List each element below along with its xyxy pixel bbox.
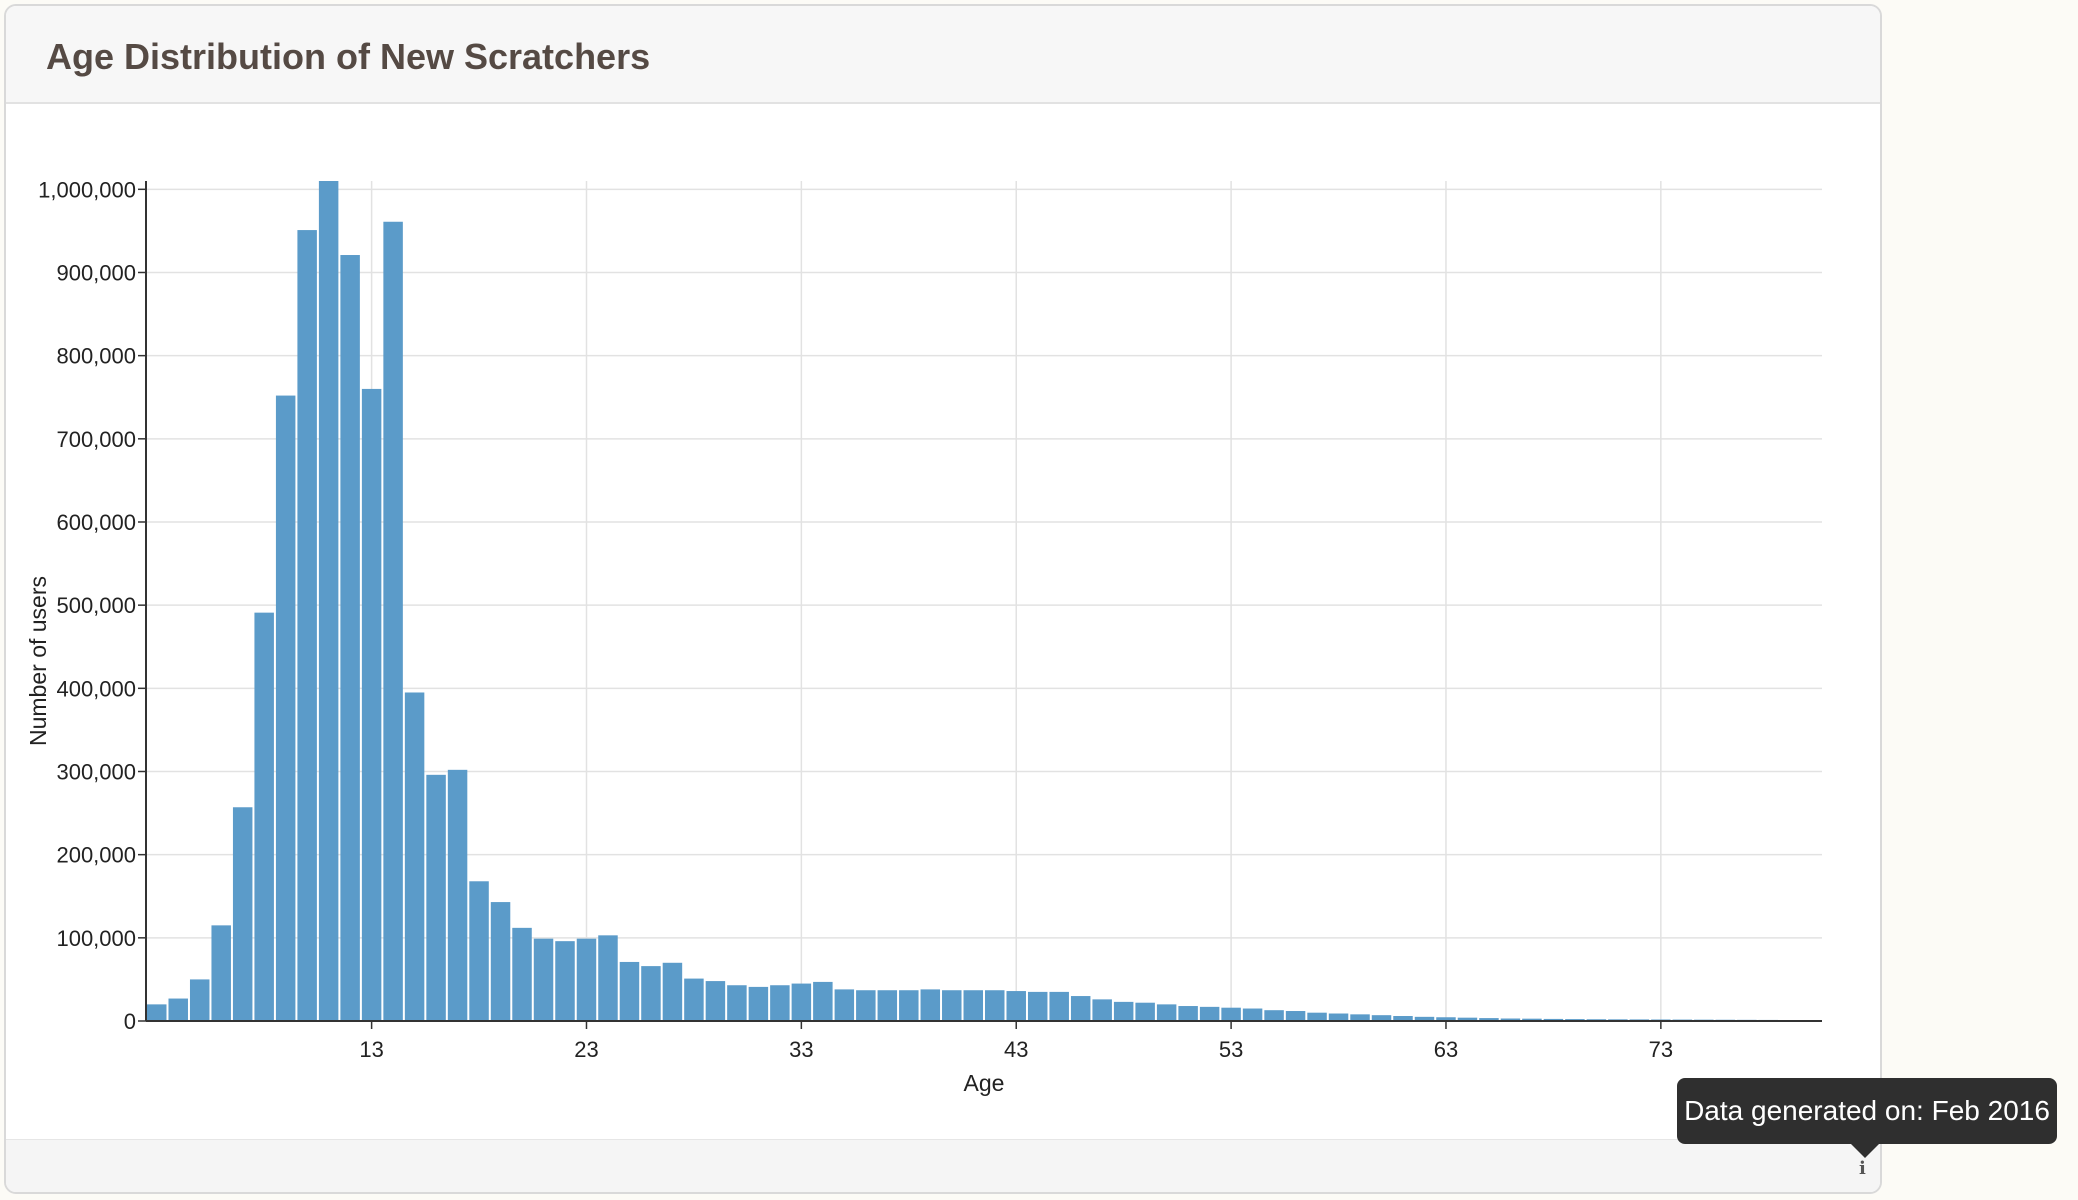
bar (813, 981, 833, 1021)
bar (1113, 1001, 1134, 1021)
bar (856, 990, 876, 1021)
x-tick-label: 73 (1649, 1037, 1673, 1062)
bar (684, 978, 704, 1021)
bar (963, 990, 983, 1021)
y-tick-label: 1,000,000 (38, 177, 136, 202)
bar (555, 941, 575, 1021)
bar (1307, 1012, 1327, 1021)
y-tick-label: 300,000 (56, 759, 136, 784)
bar (598, 935, 618, 1021)
bar (1371, 1015, 1392, 1021)
age-distribution-chart: 0 100,000 200,000 300,000 400,000 500,000 600,… (25, 177, 1822, 1096)
bar (297, 230, 317, 1021)
bar (1178, 1006, 1198, 1021)
bar (834, 989, 855, 1021)
y-tick-label: 0 (124, 1009, 136, 1034)
bar (1285, 1011, 1306, 1021)
data-date-tooltip: Data generated on: Feb 2016 (1677, 1078, 2057, 1144)
bar (1092, 999, 1112, 1021)
bar (1479, 1018, 1499, 1021)
bar (619, 961, 640, 1021)
y-tick-label: 400,000 (56, 676, 136, 701)
bar (662, 962, 683, 1021)
bar (1006, 991, 1026, 1021)
x-tick-label: 43 (1004, 1037, 1028, 1062)
bar (1500, 1018, 1521, 1021)
bar (533, 938, 554, 1021)
bar (1156, 1004, 1177, 1021)
bar (899, 990, 919, 1021)
y-tick-label: 500,000 (56, 593, 136, 618)
tooltip-arrow (1851, 1144, 1879, 1158)
bar (770, 985, 790, 1021)
bar (1199, 1006, 1220, 1021)
bar (512, 927, 532, 1021)
x-tick-label: 33 (789, 1037, 813, 1062)
x-axis-label: Age (964, 1070, 1005, 1096)
bar (1414, 1016, 1435, 1021)
bar (404, 692, 425, 1021)
bar (1436, 1017, 1456, 1021)
bar (1242, 1008, 1263, 1021)
bar (942, 990, 962, 1021)
bar (426, 774, 446, 1021)
bar (275, 395, 296, 1022)
bar (791, 983, 812, 1021)
bar (727, 985, 747, 1021)
bar (576, 938, 597, 1021)
bar (985, 990, 1005, 1021)
bar (1070, 996, 1091, 1021)
bar (318, 181, 339, 1021)
y-tick-label: 700,000 (56, 427, 136, 452)
x-tick-label: 13 (359, 1037, 383, 1062)
panel-footer (6, 1139, 1880, 1192)
bar (254, 612, 274, 1021)
bar (383, 221, 403, 1022)
bar (920, 989, 941, 1021)
bar (1135, 1002, 1155, 1021)
y-tick-label: 800,000 (56, 344, 136, 369)
bar (469, 881, 489, 1021)
panel-title: Age Distribution of New Scratchers (46, 36, 651, 77)
x-tick-label: 23 (574, 1037, 598, 1062)
y-tick-label: 100,000 (56, 926, 136, 951)
bar (705, 981, 726, 1021)
bar (361, 388, 382, 1022)
bar (340, 255, 360, 1022)
bar (641, 966, 661, 1021)
x-tick-label: 53 (1219, 1037, 1243, 1062)
bar (748, 986, 769, 1021)
bar (211, 925, 231, 1021)
bar (1393, 1016, 1413, 1021)
info-icon[interactable]: i (1859, 1158, 1866, 1179)
x-tick-label: 63 (1434, 1037, 1458, 1062)
bar (1543, 1018, 1564, 1021)
bar (490, 902, 511, 1021)
bar (877, 990, 898, 1021)
bar (1027, 991, 1048, 1021)
y-tick-label: 900,000 (56, 260, 136, 285)
bar (1221, 1007, 1241, 1021)
bar (1350, 1014, 1370, 1021)
bar (447, 769, 468, 1021)
y-tick-label: 200,000 (56, 843, 136, 868)
panel-header: Age Distribution of New Scratchers (6, 6, 1880, 104)
y-axis-label: Number of users (25, 576, 51, 746)
bar (1457, 1017, 1478, 1021)
bar (1328, 1013, 1349, 1021)
bar (168, 998, 188, 1021)
bar (1049, 991, 1069, 1021)
bar (1264, 1010, 1284, 1021)
bar (1522, 1018, 1542, 1021)
bar (232, 807, 253, 1021)
bar (147, 1004, 167, 1021)
bar (189, 979, 210, 1021)
y-tick-label: 600,000 (56, 510, 136, 535)
